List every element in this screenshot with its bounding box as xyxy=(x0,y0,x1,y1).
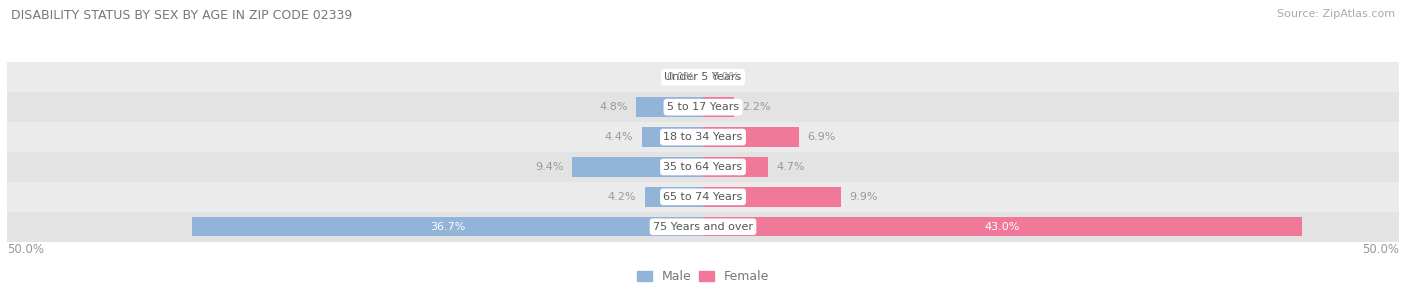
Bar xyxy=(703,97,734,117)
Text: 18 to 34 Years: 18 to 34 Years xyxy=(664,132,742,142)
Text: 0.0%: 0.0% xyxy=(666,72,695,82)
Bar xyxy=(636,97,703,117)
Text: Source: ZipAtlas.com: Source: ZipAtlas.com xyxy=(1277,9,1395,19)
Text: 9.9%: 9.9% xyxy=(849,192,877,202)
Bar xyxy=(193,217,703,237)
Bar xyxy=(572,157,703,177)
Bar xyxy=(703,217,1302,237)
Text: 50.0%: 50.0% xyxy=(1362,243,1399,256)
Text: 50.0%: 50.0% xyxy=(7,243,44,256)
Text: 4.7%: 4.7% xyxy=(776,162,806,172)
Text: 5 to 17 Years: 5 to 17 Years xyxy=(666,102,740,112)
Bar xyxy=(7,122,1399,152)
Bar xyxy=(7,62,1399,92)
Bar xyxy=(644,187,703,207)
Bar xyxy=(7,182,1399,212)
Bar xyxy=(7,152,1399,182)
Text: 65 to 74 Years: 65 to 74 Years xyxy=(664,192,742,202)
Text: 4.8%: 4.8% xyxy=(599,102,628,112)
Text: 4.4%: 4.4% xyxy=(605,132,633,142)
Text: Under 5 Years: Under 5 Years xyxy=(665,72,741,82)
Text: 9.4%: 9.4% xyxy=(536,162,564,172)
Text: 35 to 64 Years: 35 to 64 Years xyxy=(664,162,742,172)
Text: 43.0%: 43.0% xyxy=(984,222,1019,232)
Text: 0.0%: 0.0% xyxy=(711,72,740,82)
Legend: Male, Female: Male, Female xyxy=(631,265,775,288)
Bar xyxy=(703,187,841,207)
Bar xyxy=(703,127,799,147)
Text: 6.9%: 6.9% xyxy=(807,132,835,142)
Bar xyxy=(7,92,1399,122)
Text: 75 Years and over: 75 Years and over xyxy=(652,222,754,232)
Text: 2.2%: 2.2% xyxy=(742,102,770,112)
Text: 36.7%: 36.7% xyxy=(430,222,465,232)
Bar xyxy=(703,157,769,177)
Text: 4.2%: 4.2% xyxy=(607,192,636,202)
Bar xyxy=(641,127,703,147)
Text: DISABILITY STATUS BY SEX BY AGE IN ZIP CODE 02339: DISABILITY STATUS BY SEX BY AGE IN ZIP C… xyxy=(11,9,353,22)
Bar xyxy=(7,212,1399,242)
